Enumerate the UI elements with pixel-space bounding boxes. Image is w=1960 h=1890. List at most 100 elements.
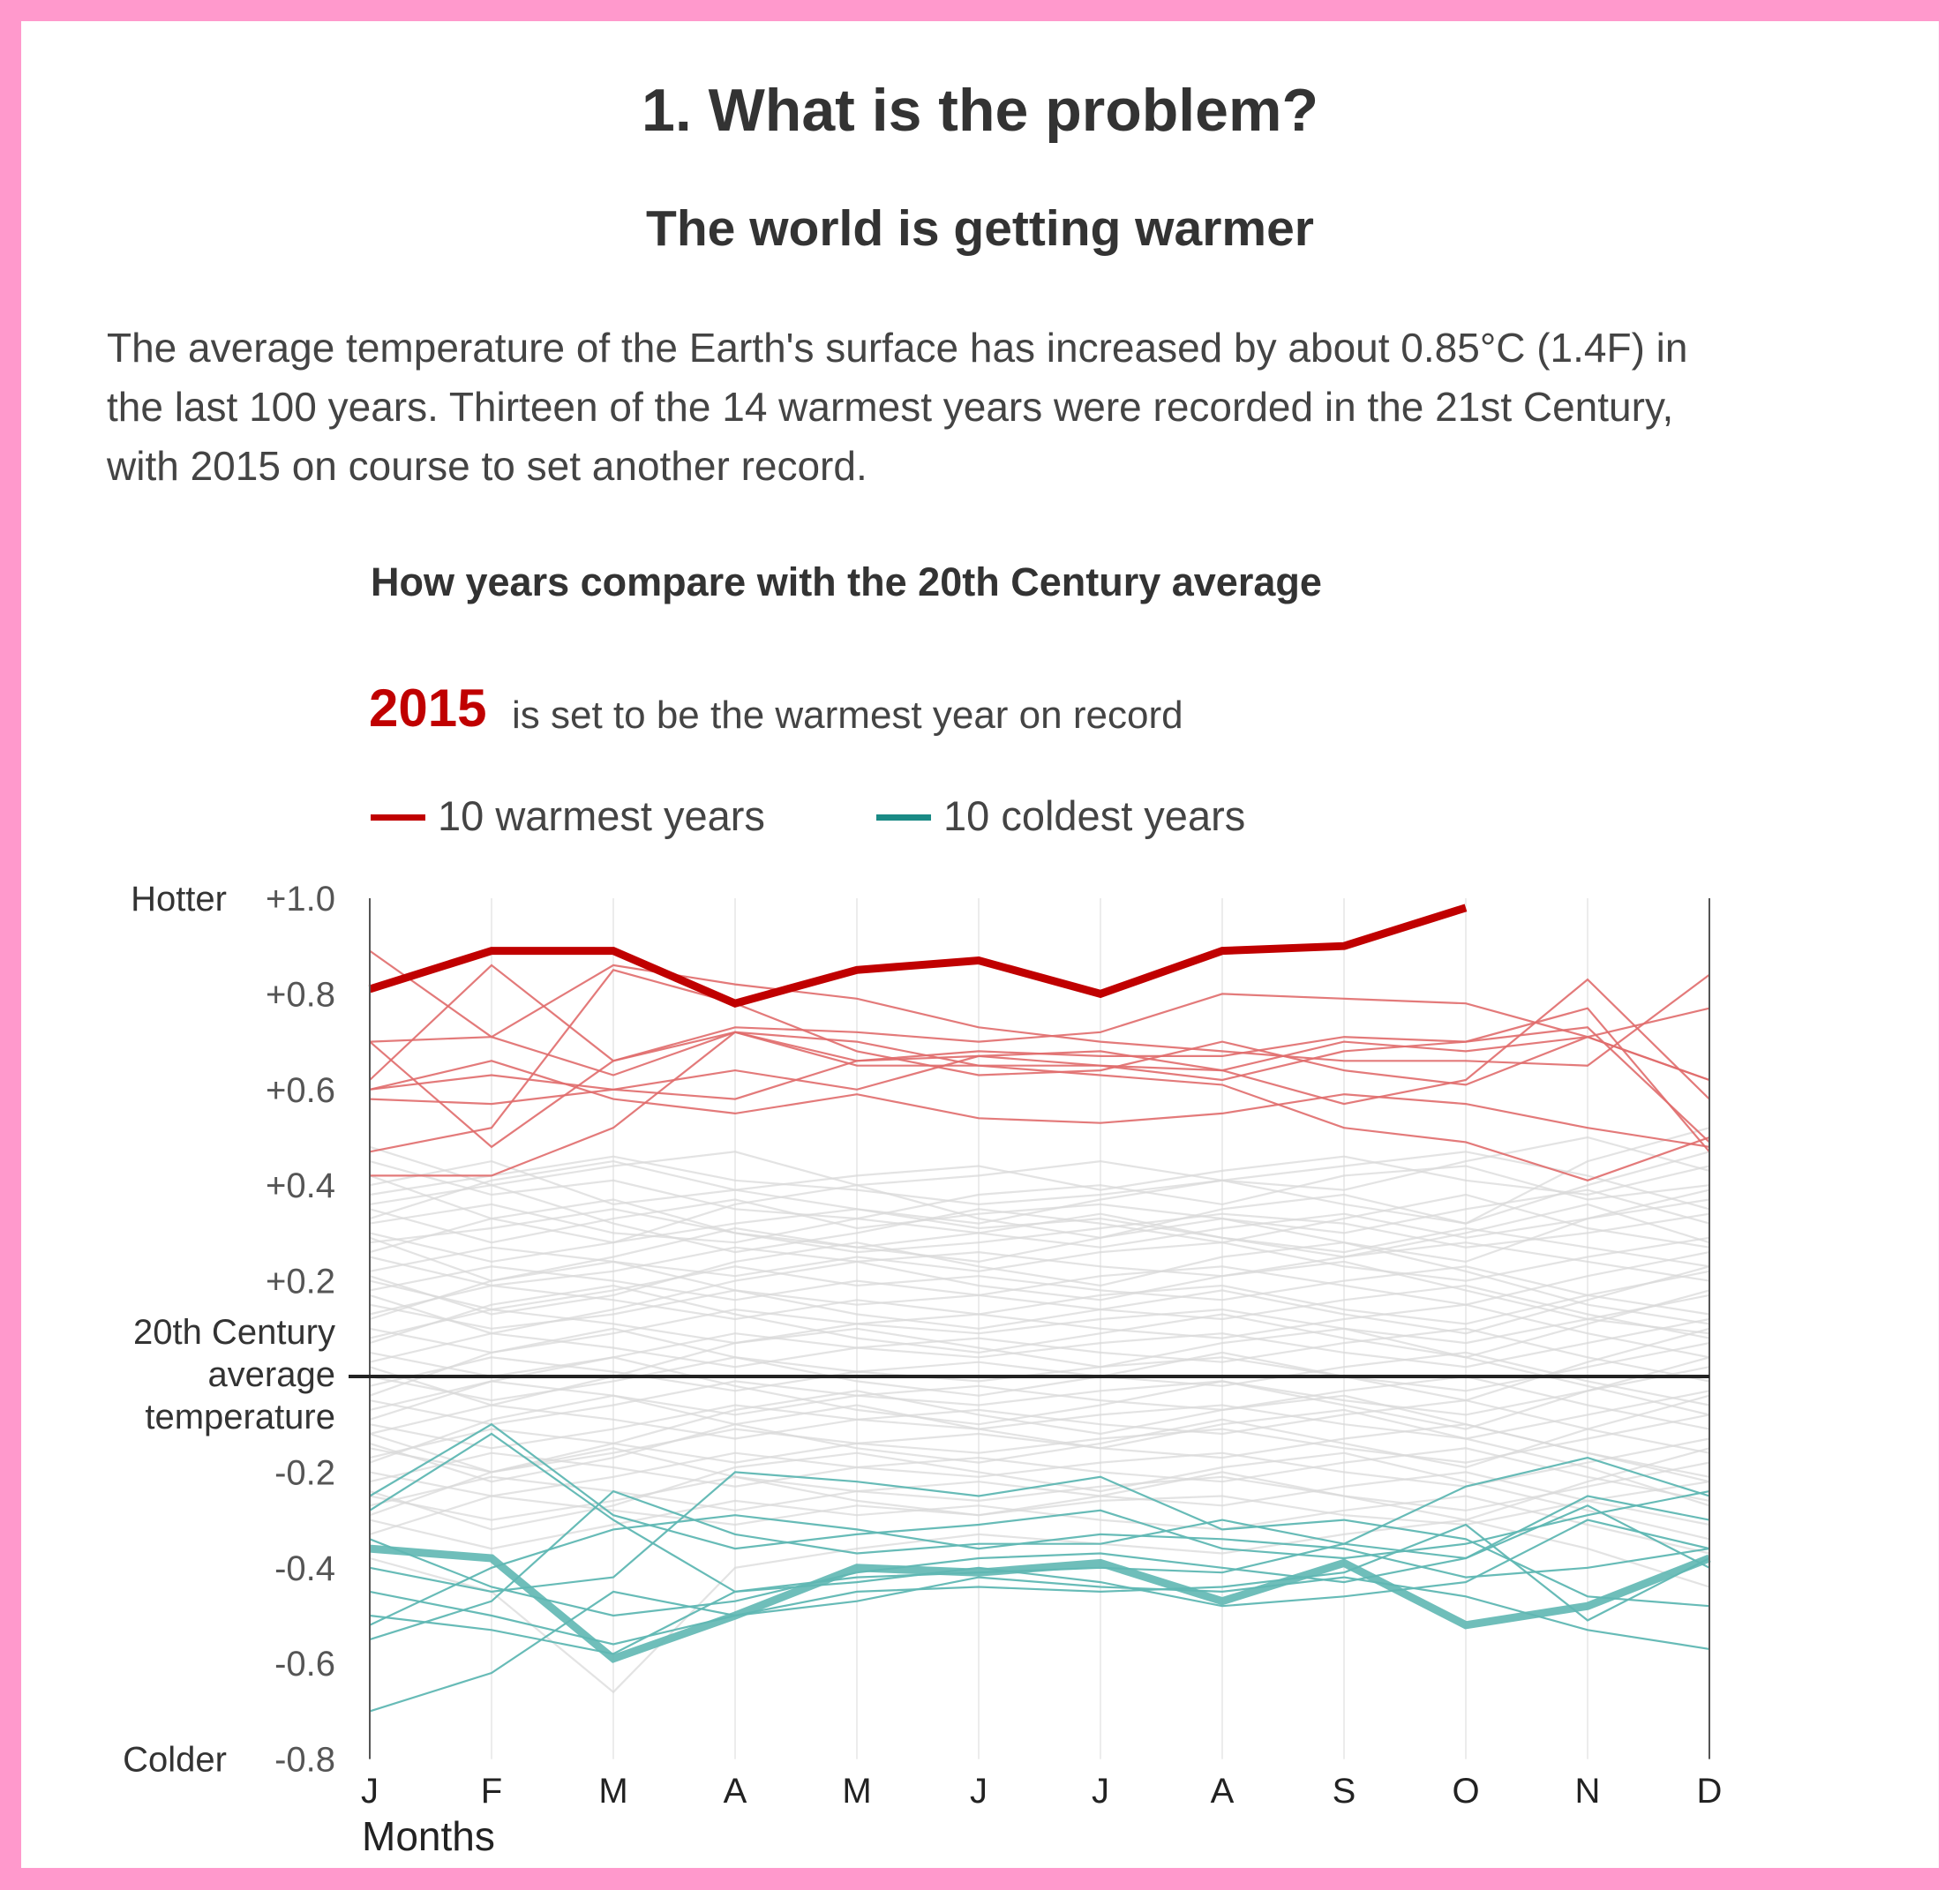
x-axis-title: Months <box>362 1813 495 1859</box>
other-year-line <box>369 1251 1710 1306</box>
warm-year-line <box>369 1060 1710 1148</box>
warm-year-line <box>369 993 1710 1149</box>
coldest-highlight-line <box>369 1544 1711 1663</box>
warm-years-lines <box>369 949 1710 1181</box>
hotter-label: Hotter <box>131 880 227 919</box>
y-tick-label: +0.6 <box>266 1071 335 1110</box>
other-year-line <box>369 1481 1710 1535</box>
x-tick-label: N <box>1575 1772 1601 1811</box>
other-year-line <box>369 1184 1710 1254</box>
highlight-lines <box>368 904 1711 1663</box>
other-year-line <box>369 1241 1710 1287</box>
cold-year-line <box>369 1514 1710 1626</box>
y-tick-label: +0.8 <box>266 975 335 1014</box>
y-axis-labels: +1.0 +0.8 +0.6 +0.4 +0.2 -0.2 -0.4 -0.6 -0.8 Hott… <box>123 880 335 1780</box>
y-tick-label: -0.8 <box>274 1741 335 1780</box>
other-year-line <box>369 1265 1710 1316</box>
axes <box>349 898 1710 1759</box>
other-year-line <box>369 1198 1710 1249</box>
x-tick-label: A <box>724 1772 747 1811</box>
y-tick-label: -0.6 <box>274 1645 335 1684</box>
other-year-line <box>369 1241 1710 1325</box>
other-year-line <box>369 1260 1710 1335</box>
baseline-label-line: average <box>207 1355 335 1394</box>
other-year-line <box>369 1151 1710 1211</box>
other-year-line <box>369 1327 1710 1402</box>
other-year-line <box>369 1327 1710 1416</box>
year-2015-line <box>368 904 1468 1008</box>
baseline-label-line: temperature <box>145 1398 335 1436</box>
other-year-line <box>369 1461 1710 1511</box>
legend-cold-swatch <box>876 814 931 821</box>
other-year-line <box>369 1394 1710 1469</box>
colder-label: Colder <box>123 1741 227 1780</box>
vertical-gridlines <box>491 898 1588 1759</box>
warm-year-line <box>369 964 1710 1153</box>
other-year-line <box>369 1284 1710 1359</box>
legend-warm-swatch <box>371 814 425 821</box>
x-tick-label: M <box>598 1772 627 1811</box>
other-year-line <box>369 1356 1710 1430</box>
other-year-line <box>369 1155 1710 1206</box>
x-tick-label: O <box>1452 1772 1479 1811</box>
other-year-line <box>369 1136 1710 1191</box>
intro-line-3: with 2015 on course to set another recor… <box>107 443 867 489</box>
other-year-line <box>369 1495 1710 1555</box>
other-year-line <box>369 1404 1710 1507</box>
other-year-line <box>369 1284 1710 1339</box>
warm-year-line <box>369 964 1710 1067</box>
other-years-lines <box>369 1127 1710 1694</box>
cold-year-line <box>369 1495 1710 1617</box>
warm-year-line <box>369 1026 1710 1144</box>
other-year-line <box>369 1127 1710 1244</box>
other-year-line <box>369 1260 1710 1335</box>
other-year-line <box>369 1151 1710 1225</box>
legend-cold-label: 10 coldest years <box>943 792 1246 839</box>
page-subtitle: The world is getting warmer <box>646 200 1314 257</box>
cold-year-line <box>369 1576 1710 1713</box>
other-year-line <box>369 1366 1710 1416</box>
record-text: is set to be the warmest year on record <box>512 694 1183 737</box>
x-tick-label: F <box>481 1772 502 1811</box>
x-axis-labels: J F M A M J J A S O N D Months <box>361 1772 1722 1859</box>
other-year-line <box>369 1294 1710 1345</box>
other-year-line <box>369 1303 1710 1359</box>
other-year-line <box>369 1414 1710 1464</box>
x-tick-label: J <box>361 1772 379 1811</box>
other-year-line <box>369 1342 1710 1392</box>
record-year: 2015 <box>369 679 487 738</box>
x-tick-label: S <box>1333 1772 1356 1811</box>
legend-warm-line-icon <box>371 814 425 821</box>
y-tick-label: -0.4 <box>274 1549 335 1588</box>
y-tick-label: +0.2 <box>266 1263 335 1301</box>
other-year-line <box>369 1160 1710 1220</box>
other-year-line <box>369 1471 1710 1526</box>
y-tick-label: +1.0 <box>266 880 335 919</box>
x-tick-label: D <box>1697 1772 1723 1811</box>
y-tick-label: +0.4 <box>266 1166 335 1205</box>
other-year-line <box>369 1375 1710 1430</box>
legend-cold-line-icon <box>876 814 931 821</box>
intro-line-2: the last 100 years. Thirteen of the 14 w… <box>107 384 1674 430</box>
other-year-line <box>369 1208 1710 1268</box>
other-year-line <box>369 1447 1710 1502</box>
other-year-line <box>369 1447 1710 1521</box>
x-tick-label: M <box>842 1772 871 1811</box>
cold-year-line <box>369 1519 1710 1655</box>
warm-year-line <box>370 1031 1710 1181</box>
other-year-line <box>369 1399 1710 1454</box>
other-year-line <box>369 1519 1710 1694</box>
other-year-line <box>369 1351 1710 1406</box>
x-tick-label: J <box>970 1772 988 1811</box>
page-title: 1. What is the problem? <box>642 77 1318 144</box>
other-year-line <box>369 1390 1710 1483</box>
other-year-line <box>369 1203 1710 1282</box>
x-tick-label: A <box>1211 1772 1235 1811</box>
chart-heading: How years compare with the 20th Century … <box>371 559 1322 604</box>
legend-warm-label: 10 warmest years <box>438 792 765 839</box>
other-year-line <box>369 1189 1710 1264</box>
other-year-line <box>369 1189 1710 1244</box>
intro-line-1: The average temperature of the Earth's s… <box>107 325 1688 371</box>
baseline-label-line: 20th Century <box>133 1313 335 1352</box>
